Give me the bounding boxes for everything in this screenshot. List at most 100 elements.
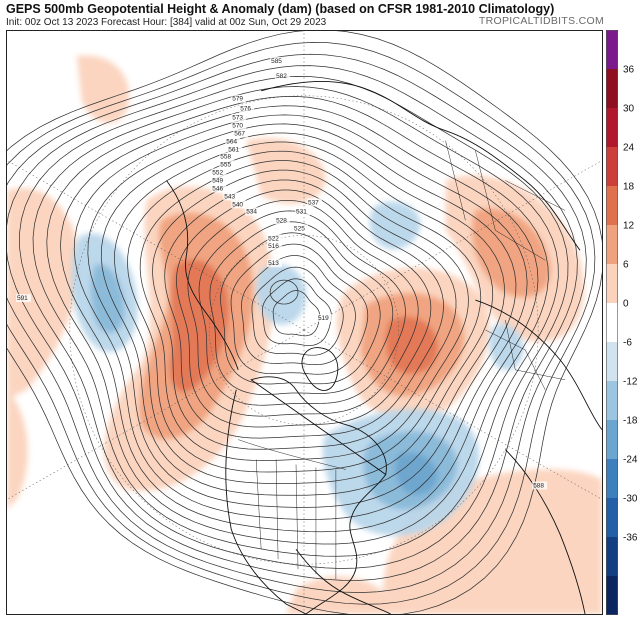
height-contour: [241, 255, 356, 366]
height-contour: [187, 199, 419, 417]
contour-label-bg: [211, 176, 227, 185]
coastlines: [166, 80, 602, 614]
contour-label: 582: [276, 73, 287, 80]
colorbar-swatch: [606, 69, 618, 109]
height-contour: [114, 141, 494, 484]
contour-label: 558: [220, 154, 231, 161]
contour-label-bg: [270, 56, 286, 65]
europe-coast: [475, 299, 602, 430]
height-contour: [139, 160, 469, 461]
height-contour: [127, 150, 482, 473]
height-contour: [152, 169, 457, 450]
asia-coast: [261, 80, 581, 251]
height-contour: [73, 114, 528, 520]
contour-label-bg: [211, 184, 227, 193]
colorbar-tick-label: -30: [623, 494, 638, 505]
colorbar-tick-label: -24: [623, 455, 638, 466]
contour-label: 579: [232, 96, 243, 103]
contour-label: 549: [212, 177, 223, 184]
height-contours: [7, 31, 602, 614]
colorbar-swatch: [606, 30, 618, 70]
colorbar-swatch: [606, 576, 618, 615]
anomaly-colorbar: 36 30 24 18 12 6 0 -6 -12 -18 -24 -30 -36: [606, 30, 638, 615]
us-canada-border: [238, 439, 346, 470]
cool-anomaly-pacific-core: [90, 264, 125, 334]
height-contour: [209, 221, 394, 395]
north-america-coast: [225, 376, 387, 614]
contour-label-bg: [267, 242, 283, 251]
height-contour: [262, 278, 332, 346]
contour-label: 591: [17, 295, 28, 302]
colorbar-tick-label: -12: [623, 377, 638, 388]
height-contour: [7, 65, 578, 581]
meridian-2: [303, 160, 602, 331]
colorbar-swatch: [606, 459, 618, 499]
contour-label-bg: [231, 94, 247, 103]
contour-label-bg: [295, 207, 310, 216]
meridian-1: [7, 329, 305, 500]
warm-anomaly-south: [286, 576, 386, 614]
contour-label-bg: [211, 168, 227, 177]
height-contour: [32, 86, 559, 557]
height-contour: [7, 53, 587, 593]
contour-label-bg: [231, 200, 247, 209]
political-borders: [238, 140, 566, 580]
contour-label: 561: [228, 147, 239, 154]
map-title: GEPS 500mb Geopotential Height & Anomaly…: [6, 2, 555, 16]
contour-label-bg: [233, 129, 249, 138]
colorbar-swatch: [606, 147, 618, 187]
colorbar-swatch: [606, 303, 618, 343]
contour-label: 555: [220, 162, 231, 169]
colorbar-swatch: [606, 342, 618, 382]
contour-label: 525: [294, 225, 305, 232]
height-contour: [164, 179, 444, 439]
height-contour-low: [269, 279, 299, 305]
contour-label: 588: [533, 482, 544, 489]
colorbar-tick-label: -6: [623, 338, 632, 349]
contour-label-bg: [227, 145, 243, 154]
height-contour: [19, 75, 569, 569]
africa-coast: [504, 449, 586, 614]
meridian-3: [303, 329, 602, 500]
height-contour: [87, 123, 517, 508]
contour-label: 528: [276, 217, 287, 224]
contour-label: 564: [226, 139, 237, 146]
contour-label: 570: [232, 123, 243, 130]
contour-label: 537: [308, 199, 319, 206]
europe-borders: [485, 319, 566, 390]
colorbar-tick-label: 6: [623, 260, 629, 271]
contour-label-bg: [275, 216, 291, 225]
contour-label-bg: [231, 121, 247, 130]
colorbar-tick-label: 12: [623, 221, 635, 232]
colorbar-tick-label: 36: [623, 65, 635, 76]
contour-label-bg: [245, 207, 261, 216]
colorbar-swatch: [606, 537, 618, 577]
contour-label: 546: [212, 185, 223, 192]
contour-label-bg: [306, 198, 322, 207]
alaska-coast: [166, 180, 239, 370]
colorbar-tick-label: -18: [623, 416, 638, 427]
meridian-4: [7, 160, 305, 331]
colorbar-tick-label: 0: [623, 299, 629, 310]
contour-label-bg: [223, 192, 239, 201]
height-contour: [7, 31, 602, 614]
height-contour: [198, 210, 406, 406]
contour-label-bg: [316, 314, 332, 323]
contour-label: 513: [268, 260, 279, 267]
contour-label: 522: [268, 235, 279, 242]
colorbar-outline: [606, 30, 618, 615]
colorbar-swatch: [606, 225, 618, 265]
contour-label-bg: [219, 160, 235, 169]
contour-label-bg: [219, 152, 235, 161]
warm-anomaly-northwest: [76, 55, 130, 124]
polar-stereographic-map: 5855825795765735705675645615585555525495…: [7, 31, 602, 614]
contour-label-bg: [293, 224, 308, 233]
contour-label: 540: [232, 201, 243, 208]
contour-label-bg: [267, 259, 283, 268]
anomaly-shading: [7, 55, 602, 614]
map-panel: 585 582 579 576 573 570 567 564 561 558 555 552 549 5…: [6, 30, 603, 615]
colorbar-swatch: [606, 186, 618, 226]
contour-label: 573: [232, 115, 243, 122]
height-contour: [176, 189, 432, 428]
latitude-circle-outer: [69, 95, 539, 565]
